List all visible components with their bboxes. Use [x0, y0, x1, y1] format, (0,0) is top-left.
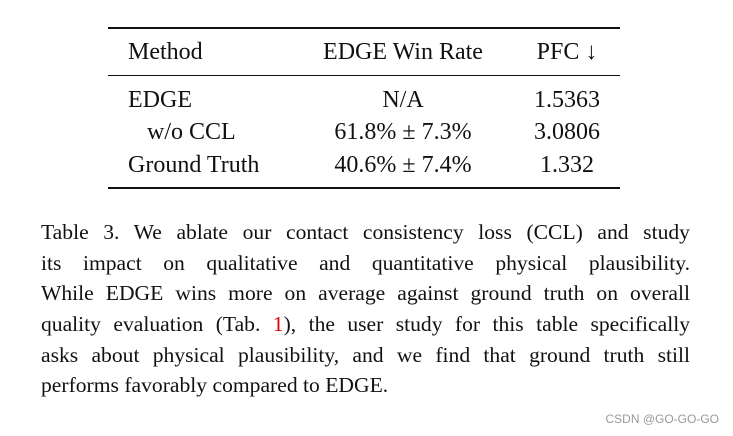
- caption-line: performs favorably compared to EDGE.: [41, 370, 690, 400]
- table-reference[interactable]: 1: [272, 312, 284, 336]
- top-rule: [108, 27, 620, 29]
- caption-text: While EDGE wins more on average against …: [41, 281, 690, 305]
- bottom-rule: [108, 187, 620, 189]
- mid-rule: [108, 75, 620, 76]
- caption-text: We ablate our contact consistency loss (…: [133, 220, 690, 244]
- header-cell: Method: [128, 39, 203, 65]
- caption-line: its impact on qualitative and quantitati…: [41, 248, 690, 278]
- caption-text: asks about physical plausibility, and we…: [41, 343, 690, 367]
- table-cell: 3.0806: [534, 119, 600, 145]
- caption-text: its impact on qualitative and quantitati…: [41, 251, 690, 275]
- table-cell: N/A: [382, 87, 424, 113]
- table-cell: 61.8% ± 7.3%: [334, 119, 472, 145]
- table-cell: 1.5363: [534, 87, 600, 113]
- caption-line: While EDGE wins more on average against …: [41, 278, 690, 308]
- header-cell: PFC ↓: [536, 39, 598, 65]
- table-cell: w/o CCL: [147, 119, 236, 145]
- caption-line: quality evaluation (Tab. 1), the user st…: [41, 309, 690, 339]
- caption-label: Table 3.: [41, 220, 120, 244]
- watermark: CSDN @GO-GO-GO: [605, 412, 719, 426]
- caption-text: quality evaluation (Tab.: [41, 312, 273, 336]
- table-cell: 1.332: [540, 152, 594, 178]
- caption-line: asks about physical plausibility, and we…: [41, 340, 690, 370]
- caption-text: ), the user study for this table specifi…: [283, 312, 690, 336]
- caption-line: Table 3. We ablate our contact consisten…: [41, 217, 690, 247]
- header-cell: EDGE Win Rate: [323, 39, 483, 65]
- table-cell: 40.6% ± 7.4%: [334, 152, 472, 178]
- caption-text: performs favorably compared to EDGE.: [41, 373, 389, 397]
- table-cell: EDGE: [128, 87, 192, 113]
- table-cell: Ground Truth: [128, 152, 260, 178]
